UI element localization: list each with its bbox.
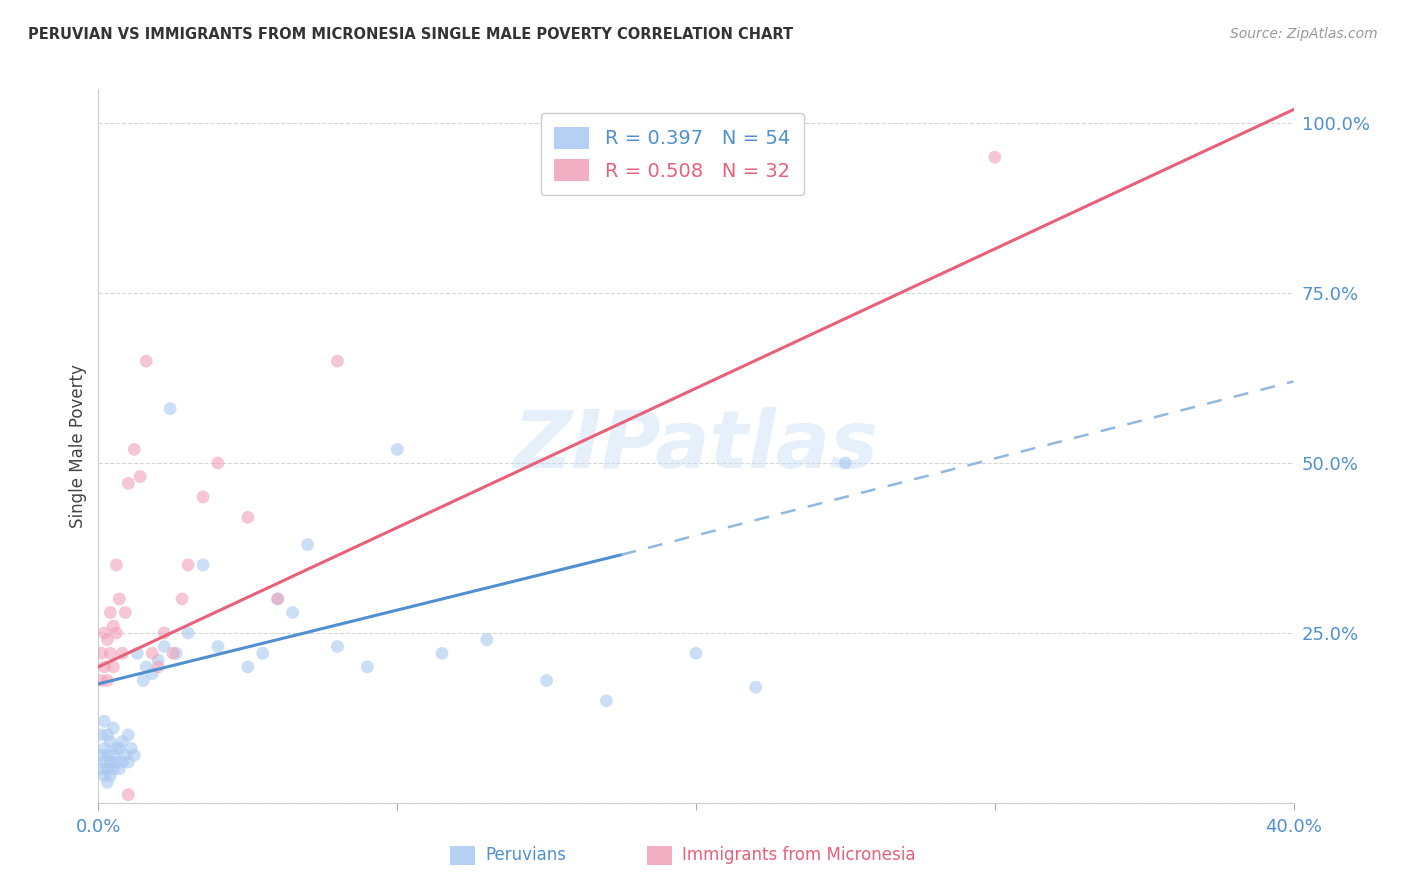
Point xyxy=(141,646,163,660)
Point xyxy=(103,748,125,763)
Point xyxy=(127,646,149,660)
Point xyxy=(326,354,349,368)
Point xyxy=(105,755,128,769)
Point xyxy=(135,660,157,674)
Point xyxy=(111,734,134,748)
Point xyxy=(141,666,163,681)
Point xyxy=(129,469,152,483)
Point xyxy=(356,660,378,674)
Point xyxy=(685,646,707,660)
Point xyxy=(93,741,115,756)
Text: Peruvians: Peruvians xyxy=(485,847,567,864)
Point xyxy=(98,606,122,620)
Point xyxy=(90,646,112,660)
Text: ZIPatlas: ZIPatlas xyxy=(513,407,879,485)
Point xyxy=(595,694,617,708)
Point xyxy=(124,748,146,763)
Point xyxy=(93,755,115,769)
Point xyxy=(103,660,125,674)
Point xyxy=(153,626,176,640)
Point xyxy=(159,401,181,416)
Point xyxy=(385,442,409,457)
Point xyxy=(117,755,139,769)
Point xyxy=(98,755,122,769)
Point xyxy=(745,680,768,694)
Point xyxy=(191,490,214,504)
Point xyxy=(120,741,142,756)
Point xyxy=(475,632,498,647)
Point xyxy=(148,653,170,667)
Legend: R = 0.397   N = 54, R = 0.508   N = 32: R = 0.397 N = 54, R = 0.508 N = 32 xyxy=(540,113,804,195)
Point xyxy=(96,632,118,647)
Point xyxy=(114,606,136,620)
Point xyxy=(297,537,319,551)
Point xyxy=(983,150,1005,164)
Point xyxy=(117,788,139,802)
Point xyxy=(124,442,146,457)
Point xyxy=(96,775,118,789)
Point xyxy=(165,646,187,660)
Text: PERUVIAN VS IMMIGRANTS FROM MICRONESIA SINGLE MALE POVERTY CORRELATION CHART: PERUVIAN VS IMMIGRANTS FROM MICRONESIA S… xyxy=(28,27,793,42)
Point xyxy=(267,591,290,606)
Point xyxy=(834,456,856,470)
Point xyxy=(93,769,115,783)
Point xyxy=(108,741,131,756)
Point xyxy=(103,762,125,776)
Point xyxy=(90,762,112,776)
Y-axis label: Single Male Poverty: Single Male Poverty xyxy=(69,364,87,528)
Point xyxy=(117,728,139,742)
Point xyxy=(236,510,259,524)
Point xyxy=(98,769,122,783)
Text: Source: ZipAtlas.com: Source: ZipAtlas.com xyxy=(1230,27,1378,41)
Point xyxy=(103,721,125,735)
Point xyxy=(267,591,290,606)
Text: Immigrants from Micronesia: Immigrants from Micronesia xyxy=(682,847,915,864)
Point xyxy=(93,626,115,640)
Point xyxy=(93,660,115,674)
Point xyxy=(207,456,229,470)
Point xyxy=(281,606,304,620)
Point xyxy=(536,673,558,688)
Point xyxy=(177,558,200,572)
Point xyxy=(98,646,122,660)
Point xyxy=(162,646,184,660)
Point xyxy=(114,748,136,763)
Point xyxy=(207,640,229,654)
Point xyxy=(326,640,349,654)
Point xyxy=(90,673,112,688)
Point xyxy=(236,660,259,674)
Point xyxy=(108,762,131,776)
Point xyxy=(177,626,200,640)
Point xyxy=(90,748,112,763)
Point xyxy=(96,728,118,742)
Point xyxy=(117,476,139,491)
Point xyxy=(93,714,115,729)
Point xyxy=(105,558,128,572)
Point xyxy=(111,646,134,660)
Point xyxy=(135,354,157,368)
Point xyxy=(430,646,453,660)
Point xyxy=(105,626,128,640)
Point xyxy=(103,619,125,633)
Point xyxy=(90,728,112,742)
Point xyxy=(105,741,128,756)
Point xyxy=(96,762,118,776)
Point xyxy=(98,734,122,748)
Point xyxy=(148,660,170,674)
Point xyxy=(252,646,274,660)
Point xyxy=(132,673,155,688)
Point xyxy=(191,558,214,572)
Point xyxy=(111,755,134,769)
Point xyxy=(96,748,118,763)
Point xyxy=(96,673,118,688)
Point xyxy=(172,591,194,606)
Point xyxy=(153,640,176,654)
Point xyxy=(108,591,131,606)
